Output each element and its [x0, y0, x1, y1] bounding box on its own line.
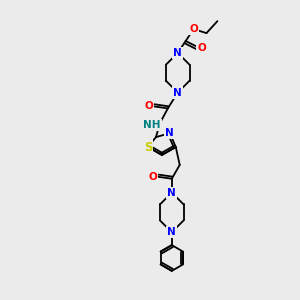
Text: N: N: [167, 227, 176, 237]
Text: N: N: [167, 188, 176, 198]
Text: O: O: [148, 172, 157, 182]
Text: N: N: [173, 48, 182, 58]
Text: O: O: [197, 43, 206, 53]
Text: NH: NH: [143, 120, 161, 130]
Text: N: N: [165, 128, 174, 138]
Text: N: N: [167, 188, 176, 198]
Text: N: N: [173, 48, 182, 58]
Text: O: O: [145, 101, 153, 111]
Text: N: N: [173, 88, 182, 98]
Text: O: O: [189, 24, 198, 34]
Text: S: S: [144, 140, 152, 154]
